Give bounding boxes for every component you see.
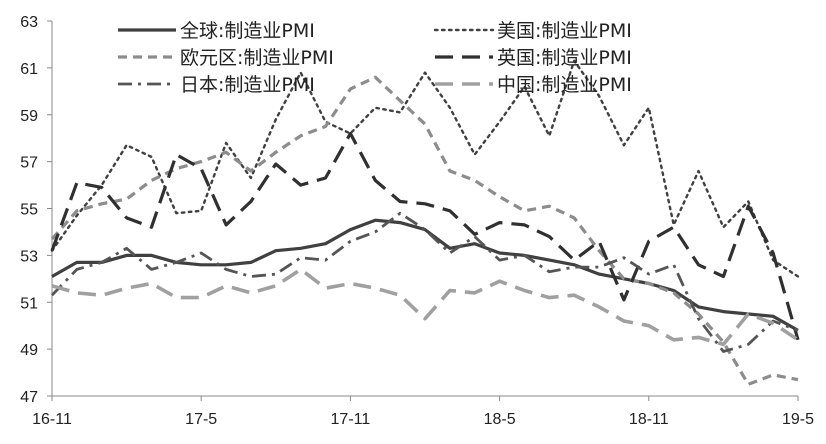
legend-label: 全球:制造业PMI bbox=[180, 20, 315, 42]
x-tick-label: 16-11 bbox=[32, 411, 72, 428]
x-tick-label: 18-11 bbox=[629, 411, 669, 428]
series-line-0 bbox=[51, 218, 799, 332]
legend-item-3: 英国:制造业PMI bbox=[435, 47, 632, 69]
series-line-3 bbox=[50, 131, 800, 341]
y-tick-label: 59 bbox=[20, 108, 38, 125]
legend-label: 英国:制造业PMI bbox=[497, 47, 632, 69]
series-line-2 bbox=[50, 75, 799, 386]
legend-label: 日本:制造业PMI bbox=[180, 74, 315, 96]
legend-item-4: 日本:制造业PMI bbox=[118, 74, 315, 96]
y-tick-label: 47 bbox=[20, 389, 38, 406]
legend-label: 中国:制造业PMI bbox=[497, 74, 632, 96]
x-tick-label: 19-5 bbox=[782, 411, 814, 428]
y-tick-label: 55 bbox=[20, 202, 38, 219]
y-tick-label: 63 bbox=[20, 14, 38, 31]
y-tick-label: 53 bbox=[20, 248, 38, 265]
legend-label: 欧元区:制造业PMI bbox=[180, 47, 334, 69]
series-line-1 bbox=[50, 59, 800, 278]
y-tick-label: 49 bbox=[20, 342, 38, 359]
legend-item-2: 欧元区:制造业PMI bbox=[118, 47, 334, 69]
x-tick-label: 17-5 bbox=[185, 411, 217, 428]
legend-label: 美国:制造业PMI bbox=[497, 20, 632, 42]
legend-item-0: 全球:制造业PMI bbox=[118, 20, 315, 42]
legend: 全球:制造业PMI 美国:制造业PMI 欧元区:制造业PMI 英国:制造业PMI 日本:… bbox=[118, 20, 632, 96]
series-lines bbox=[50, 59, 800, 386]
x-tick-label: 17-11 bbox=[331, 411, 371, 428]
series-line-5 bbox=[51, 267, 799, 347]
y-tick-label: 51 bbox=[20, 295, 38, 312]
series-line-4 bbox=[50, 211, 799, 353]
y-tick-label: 57 bbox=[20, 155, 38, 172]
axes: 47 49 51 53 55 57 59 61 63 16-11 17-5 17-11 18-5 18-1… bbox=[20, 14, 814, 428]
legend-item-5: 中国:制造业PMI bbox=[435, 74, 632, 96]
y-tick-label: 61 bbox=[20, 61, 38, 78]
legend-item-1: 美国:制造业PMI bbox=[433, 20, 632, 42]
x-tick-label: 18-5 bbox=[484, 411, 516, 428]
